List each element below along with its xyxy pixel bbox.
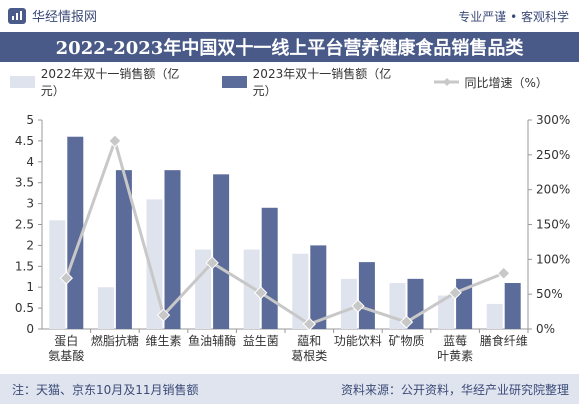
bar-2022 (486, 303, 503, 329)
bar-2023 (358, 262, 375, 329)
x-tick-label: 叶黄素 (437, 349, 473, 363)
bar-2023 (67, 136, 84, 329)
y-tick-label-right: 250% (536, 148, 570, 162)
legend-line-growth (433, 78, 459, 86)
legend-item-2023: 2023年双十一销售额（亿元） (221, 65, 408, 99)
y-tick-label-left: 3.5 (15, 176, 34, 190)
x-tick-label: 燃脂抗糖 (91, 333, 139, 348)
legend-item-growth: 同比增速（%） (433, 74, 548, 91)
x-tick-label: 膳食纤维 (480, 333, 528, 348)
y-tick-label-right: 300% (536, 113, 570, 127)
brand-name: 华经情报网 (32, 10, 98, 25)
legend-swatch-2022 (10, 76, 35, 88)
growth-point (302, 317, 317, 331)
x-tick-label: 益生菌 (243, 334, 279, 348)
y-tick-label-right: 50% (536, 287, 563, 301)
y-tick-label-right: 200% (536, 183, 570, 197)
bar-2023 (407, 278, 424, 329)
y-tick-label-left: 1 (26, 280, 34, 294)
growth-point (205, 256, 219, 270)
y-tick-label-left: 5 (26, 113, 34, 127)
growth-point (156, 308, 171, 322)
bar-2022 (49, 220, 66, 329)
legend-item-2022: 2022年双十一销售额（亿元） (10, 65, 196, 99)
bar-2023 (115, 170, 132, 329)
y-tick-label-right: 0% (536, 322, 555, 336)
bar-2022 (243, 249, 260, 329)
x-tick-label: 藴和 (297, 334, 321, 348)
bar-2023 (504, 283, 521, 329)
bar-2023 (310, 245, 327, 329)
bar-2023 (164, 170, 181, 329)
y-tick-label-left: 3 (26, 197, 34, 211)
footer-note: 注：天猫、京东10月及11月销售额 (12, 383, 199, 397)
y-tick-label-right: 100% (536, 252, 570, 266)
growth-point (59, 271, 74, 285)
x-tick-label: 矿物质 (388, 334, 424, 348)
growth-line (64, 135, 505, 326)
footer-bar: 注：天猫、京东10月及11月销售额 资料来源：公开资料，华经产业研究院整理 (0, 374, 579, 404)
bar-2023 (213, 174, 230, 329)
y-tick-label-left: 4.5 (15, 134, 34, 148)
y-tick-label-left: 1.5 (15, 259, 34, 273)
top-bar: 华经情报网 专业严谨 • 客观科学 (0, 0, 579, 28)
chart-title: 2022-2023年中国双十一线上平台营养健康食品销售品类 (55, 38, 524, 59)
y-tick-label-left: 4 (26, 155, 34, 169)
growth-point (448, 286, 462, 300)
bar-2022 (97, 287, 114, 329)
legend-label-2023: 2023年双十一销售额（亿元） (252, 67, 392, 98)
growth-point (399, 315, 414, 329)
legend-label-2022: 2022年双十一销售额（亿元） (40, 67, 180, 98)
y-tick-label-right: 150% (536, 218, 570, 232)
x-tick-label: 蛋白 (54, 333, 78, 348)
x-tick-label: 氨基酸 (48, 348, 84, 363)
bar-2022 (438, 295, 455, 329)
growth-point (108, 134, 122, 148)
slogan: 专业严谨 • 客观科学 (458, 10, 569, 24)
x-tick-label: 鱼油辅酶 (188, 333, 236, 348)
y-tick-label-left: 2 (26, 238, 34, 252)
growth-point (253, 286, 268, 300)
bar-2022 (292, 253, 309, 329)
chart-legend: 2022年双十一销售额（亿元） 2023年双十一销售额（亿元） 同比增速（%） (10, 67, 570, 98)
chart-plot: 00.511.522.533.544.550%50%100%150%200%25… (15, 113, 570, 363)
x-tick-label: 蓝莓 (443, 334, 467, 348)
x-tick-label: 功能饮料 (334, 334, 382, 348)
bar-2023 (261, 207, 278, 329)
footer-source: 资料来源：公开资料，华经产业研究院整理 (340, 383, 569, 397)
bar-2022 (340, 278, 357, 329)
x-tick-label: 维生素 (145, 334, 181, 348)
legend-swatch-2023 (221, 76, 247, 88)
y-tick-label-left: 0 (26, 322, 34, 336)
x-tick-label: 葛根类 (291, 349, 327, 363)
legend-label-growth: 同比增速（%） (464, 75, 548, 90)
y-tick-label-left: 0.5 (15, 301, 34, 315)
logo-icon (8, 7, 26, 24)
brand-logo: 华经情报网 (8, 6, 97, 25)
growth-point (351, 299, 365, 313)
chart-title-bar: 2022-2023年中国双十一线上平台营养健康食品销售品类 (0, 32, 579, 62)
y-tick-label-left: 2.5 (15, 218, 34, 232)
growth-point (496, 266, 511, 280)
